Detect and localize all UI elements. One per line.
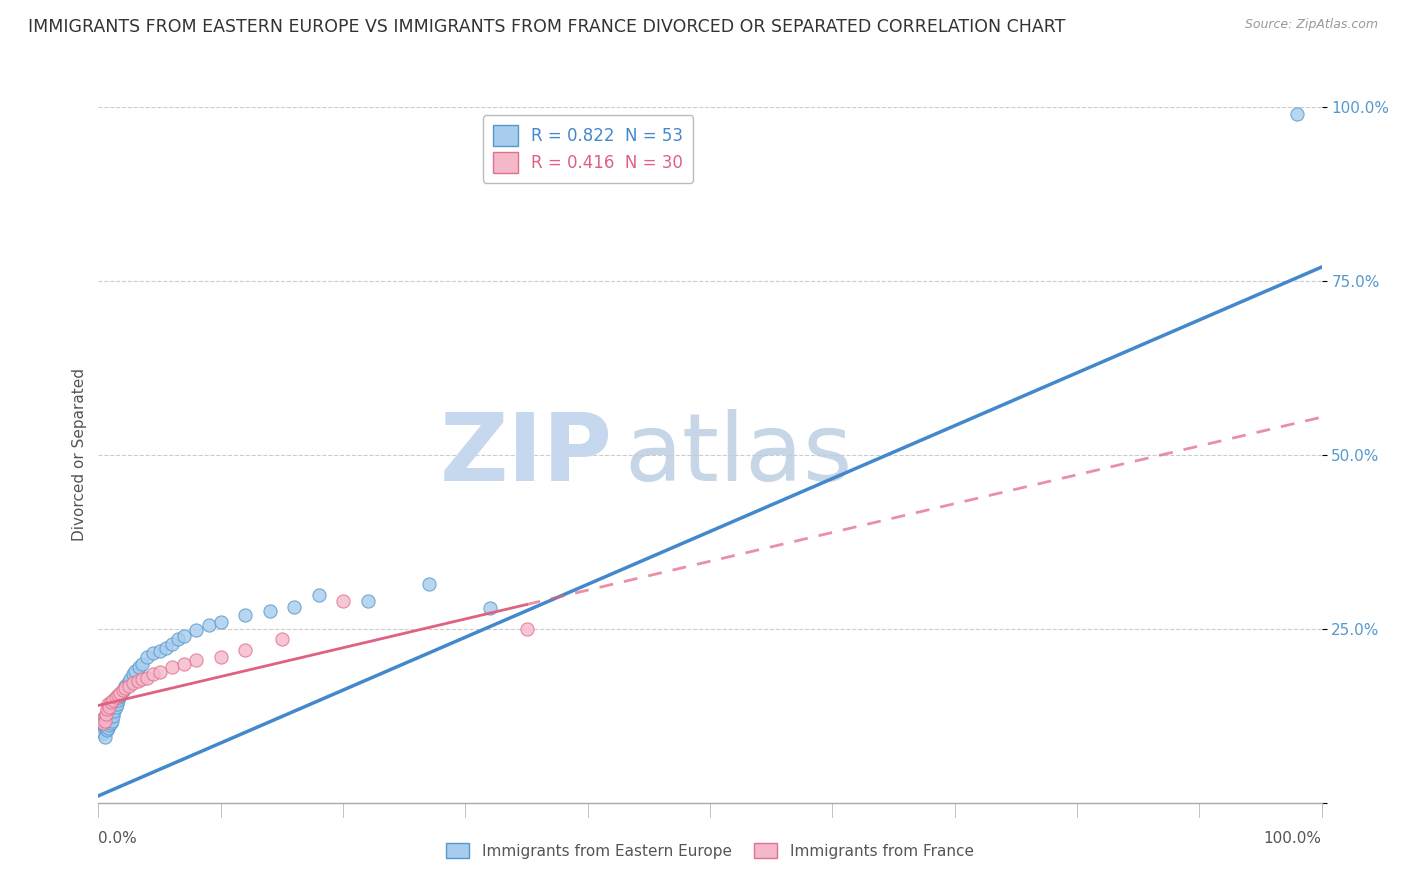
Point — [118, 679, 141, 693]
Point — [209, 649, 232, 664]
Point — [100, 708, 122, 723]
Point — [93, 708, 115, 723]
Point — [121, 676, 143, 690]
Point — [149, 665, 172, 679]
Point — [1286, 107, 1309, 121]
Text: ZIP: ZIP — [439, 409, 612, 501]
Point — [91, 726, 114, 740]
Point — [186, 624, 208, 638]
Point — [110, 686, 132, 700]
Point — [96, 708, 118, 723]
Point — [136, 649, 159, 664]
Point — [91, 715, 114, 730]
Point — [356, 594, 378, 608]
Y-axis label: Divorced or Separated: Divorced or Separated — [72, 368, 87, 541]
Text: IMMIGRANTS FROM EASTERN EUROPE VS IMMIGRANTS FROM FRANCE DIVORCED OR SEPARATED C: IMMIGRANTS FROM EASTERN EUROPE VS IMMIGR… — [28, 18, 1066, 36]
Point — [105, 697, 128, 711]
Point — [97, 714, 120, 728]
Point — [332, 594, 354, 608]
Point — [186, 653, 208, 667]
Point — [104, 699, 127, 714]
Point — [107, 693, 129, 707]
Point — [97, 697, 120, 711]
Point — [418, 576, 440, 591]
Point — [160, 637, 183, 651]
Point — [98, 718, 121, 732]
Point — [173, 657, 195, 671]
Text: 100.0%: 100.0% — [1264, 830, 1322, 846]
Point — [478, 601, 501, 615]
Point — [91, 714, 114, 728]
Point — [107, 688, 129, 702]
Point — [127, 674, 149, 689]
Point — [283, 599, 305, 614]
Point — [131, 657, 153, 671]
Point — [98, 699, 121, 714]
Point — [90, 723, 112, 737]
Point — [121, 667, 143, 681]
Point — [100, 715, 122, 730]
Point — [101, 708, 124, 723]
Text: Source: ZipAtlas.com: Source: ZipAtlas.com — [1244, 18, 1378, 31]
Point — [270, 632, 294, 647]
Point — [173, 629, 195, 643]
Point — [209, 615, 232, 629]
Point — [96, 723, 118, 737]
Point — [131, 672, 153, 686]
Point — [259, 605, 281, 619]
Point — [111, 683, 134, 698]
Text: atlas: atlas — [624, 409, 852, 501]
Point — [114, 681, 136, 695]
Point — [136, 671, 159, 685]
Point — [308, 589, 330, 603]
Point — [96, 715, 118, 730]
Point — [108, 690, 131, 704]
Point — [167, 632, 190, 647]
Point — [111, 684, 134, 698]
Point — [155, 641, 177, 656]
Point — [91, 712, 114, 726]
Point — [103, 704, 125, 718]
Point — [101, 706, 124, 720]
Point — [94, 712, 117, 726]
Point — [142, 646, 165, 660]
Legend: Immigrants from Eastern Europe, Immigrants from France: Immigrants from Eastern Europe, Immigran… — [440, 837, 980, 864]
Point — [100, 695, 122, 709]
Point — [93, 718, 115, 732]
Point — [233, 642, 256, 657]
Point — [120, 672, 142, 686]
Point — [93, 730, 115, 744]
Text: 0.0%: 0.0% — [98, 830, 138, 846]
Point — [101, 693, 124, 707]
Point — [160, 660, 183, 674]
Point — [124, 664, 146, 678]
Point — [114, 679, 136, 693]
Point — [93, 714, 115, 728]
Point — [101, 714, 124, 728]
Point — [197, 618, 219, 632]
Point — [96, 702, 118, 716]
Point — [94, 706, 117, 721]
Point — [110, 688, 132, 702]
Point — [93, 721, 115, 735]
Point — [149, 644, 172, 658]
Point — [233, 607, 256, 622]
Point — [98, 711, 121, 725]
Point — [142, 667, 165, 681]
Point — [91, 715, 114, 730]
Point — [117, 676, 139, 690]
Point — [94, 719, 117, 733]
Point — [515, 622, 537, 636]
Point — [128, 660, 150, 674]
Point — [104, 690, 127, 704]
Point — [97, 721, 120, 735]
